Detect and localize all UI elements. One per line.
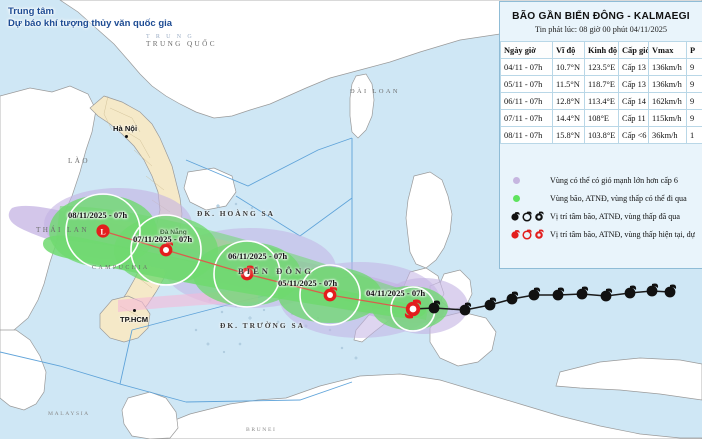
- cell-cat: Cấp 14: [618, 92, 649, 110]
- col-header-pressure: P: [686, 41, 702, 59]
- purple-dot-icon: [513, 176, 520, 184]
- cell-vmax: 136km/h: [648, 75, 687, 93]
- agency-line2: Dự báo khí tượng thủy văn quốc gia: [8, 18, 173, 29]
- legend-label-strong-wind: Vùng có thể có gió mạnh lớn hơn cấp 6: [550, 175, 678, 185]
- cell-pressure: 9: [686, 58, 702, 76]
- col-header-vmax: Vmax: [648, 41, 687, 59]
- cell-cat: Cấp 11: [618, 109, 649, 127]
- cell-pressure: 1: [686, 126, 702, 144]
- legend-item-strong-wind: Vùng có thể có gió mạnh lớn hơn cấp 6: [506, 171, 702, 189]
- cell-lat: 10.7°N: [552, 58, 585, 76]
- forecast-label-07-11: 07/11/2025 - 07h: [133, 234, 193, 244]
- cell-datetime: 06/11 - 07h: [500, 92, 553, 110]
- storm-symbols-black-icon: [511, 211, 544, 222]
- table-row: 05/11 - 07h 11.5°N 118.7°E Cấp 13 136km/…: [500, 75, 702, 93]
- col-header-datetime: Ngày giờ: [500, 41, 553, 59]
- agency-watermark: T R U N G: [146, 34, 195, 40]
- forecast-label-06-11: 06/11/2025 - 07h: [228, 251, 288, 261]
- legend-item-storm-area: Vùng bão, ATNĐ, vùng thấp có thể đi qua: [506, 189, 702, 207]
- agency-header: Trung tâm Dự báo khí tượng thủy văn quốc…: [8, 6, 172, 30]
- legend-item-past-positions: Vị trí tâm bão, ATNĐ, vùng thấp đã qua: [506, 207, 702, 225]
- cell-lon: 123.5°E: [584, 58, 619, 76]
- table-header-row: Ngày giờ Vĩ độ Kinh độ Cấp gió Vmax P: [500, 41, 702, 59]
- legend-symbol-purple-area: [506, 176, 550, 184]
- table-row: 06/11 - 07h 12.8°N 113.4°E Cấp 14 162km/…: [500, 92, 702, 110]
- legend-item-current-positions: Vị trí tâm bão, ATNĐ, vùng thấp hiện tại…: [506, 225, 702, 243]
- table-row: 07/11 - 07h 14.4°N 108°E Cấp 11 115km/h …: [500, 109, 702, 127]
- panel-title: BÃO GẦN BIỂN ĐÔNG - KALMAEGI: [512, 11, 690, 22]
- cell-cat: Cấp 13: [618, 58, 649, 76]
- cell-datetime: 04/11 - 07h: [500, 58, 553, 76]
- panel-subtitle: Tin phát lúc: 08 giờ 00 phút 04/11/2025: [534, 25, 668, 34]
- cell-lon: 113.4°E: [584, 92, 619, 110]
- legend-label-current-positions: Vị trí tâm bão, ATNĐ, vùng thấp hiện tại…: [550, 229, 696, 239]
- col-header-lat: Vĩ độ: [552, 41, 585, 59]
- forecast-info-panel: BÃO GẦN BIỂN ĐÔNG - KALMAEGI Tin phát lú…: [499, 1, 702, 269]
- forecast-label-05-11: 05/11/2025 - 07h: [278, 278, 338, 288]
- cell-pressure: 9: [686, 75, 702, 93]
- forecast-table: Ngày giờ Vĩ độ Kinh độ Cấp gió Vmax P 04…: [500, 41, 702, 144]
- legend-symbol-green-area: [506, 194, 550, 202]
- cell-lon: 108°E: [584, 109, 619, 127]
- legend-symbol-past-storm-icons: [506, 210, 550, 222]
- cell-pressure: 9: [686, 109, 702, 127]
- cell-datetime: 08/11 - 07h: [500, 126, 553, 144]
- table-row: 08/11 - 07h 15.8°N 103.8°E Cấp <6 36km/h…: [500, 126, 702, 144]
- cell-lon: 118.7°E: [584, 75, 619, 93]
- storm-symbols-red-icon: [511, 229, 544, 240]
- cell-lat: 12.8°N: [552, 92, 585, 110]
- cell-lat: 15.8°N: [552, 126, 585, 144]
- legend-label-storm-area: Vùng bão, ATNĐ, vùng thấp có thể đi qua: [550, 193, 687, 203]
- forecast-label-08-11: 08/11/2025 - 07h: [68, 210, 128, 220]
- cell-lat: 11.5°N: [552, 75, 585, 93]
- table-row: 04/11 - 07h 10.7°N 123.5°E Cấp 13 136km/…: [500, 58, 702, 76]
- cell-cat: Cấp 13: [618, 75, 649, 93]
- legend-symbol-current-storm-icons: [506, 228, 550, 240]
- cell-pressure: 9: [686, 92, 702, 110]
- map-legend: Vùng có thể có gió mạnh lớn hơn cấp 6 Vù…: [500, 165, 702, 243]
- cell-vmax: 136km/h: [648, 58, 687, 76]
- cell-lon: 103.8°E: [584, 126, 619, 144]
- svg-text:L: L: [100, 227, 105, 236]
- cell-cat: Cấp <6: [618, 126, 649, 144]
- legend-label-past-positions: Vị trí tâm bão, ATNĐ, vùng thấp đã qua: [550, 211, 680, 221]
- cell-lat: 14.4°N: [552, 109, 585, 127]
- forecast-label-04-11: 04/11/2025 - 07h: [366, 288, 426, 298]
- col-header-cat: Cấp gió: [618, 41, 649, 59]
- agency-line1: Trung tâm: [8, 6, 54, 17]
- col-header-lon: Kinh độ: [584, 41, 619, 59]
- cell-datetime: 07/11 - 07h: [500, 109, 553, 127]
- cell-vmax: 115km/h: [648, 109, 687, 127]
- cell-vmax: 162km/h: [648, 92, 687, 110]
- cell-vmax: 36km/h: [648, 126, 687, 144]
- green-dot-icon: [513, 194, 520, 202]
- cell-datetime: 05/11 - 07h: [500, 75, 553, 93]
